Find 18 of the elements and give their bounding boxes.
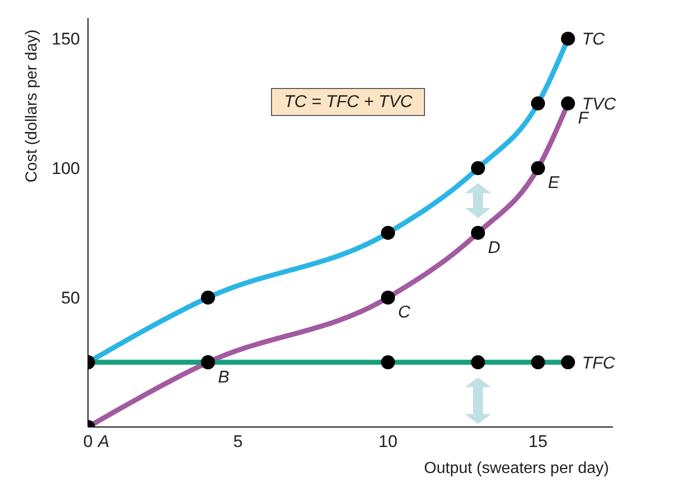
annotation: B [218, 367, 230, 386]
annotation: D [488, 238, 500, 257]
x-axis-title: Output (sweaters per day) [424, 460, 609, 477]
y-tick-label: 100 [52, 159, 80, 178]
x-tick-label: 5 [233, 432, 243, 452]
y-axis-title: Cost (dollars per day) [24, 30, 41, 182]
y-tick-label: 150 [52, 30, 80, 49]
y-tick-label: 50 [61, 288, 80, 308]
x-tick-label: 0 [83, 432, 93, 452]
x-tick-label: 10 [378, 432, 398, 452]
annotation: TC = TFC + TVC [271, 88, 426, 116]
annotation: A [97, 432, 110, 451]
annotation: C [398, 302, 411, 322]
series-label: TC [582, 30, 606, 49]
annotation: E [548, 173, 560, 192]
annotation: F [578, 108, 590, 128]
x-tick-label: 15 [528, 432, 548, 452]
series-label: TFC [582, 353, 616, 372]
